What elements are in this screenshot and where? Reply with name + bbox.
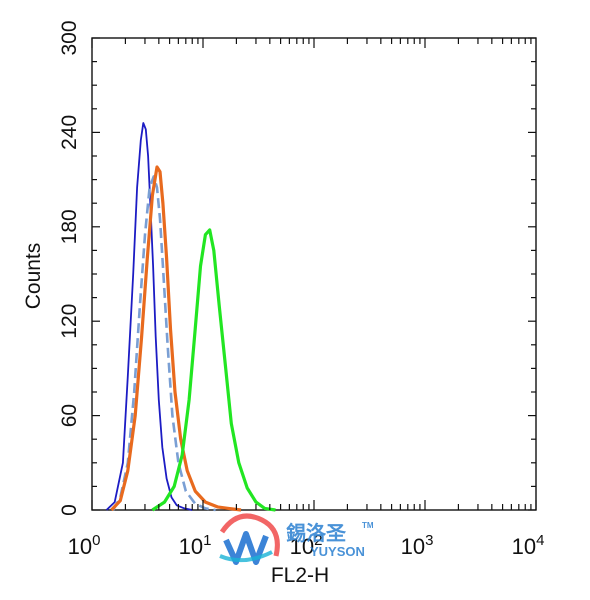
watermark-tm: TM (362, 521, 374, 530)
y-tick-label: 300 (58, 20, 81, 55)
series-line-3 (110, 165, 242, 512)
y-tick-label: 180 (58, 209, 81, 244)
y-tick-label: 60 (58, 404, 81, 427)
plot-frame (91, 37, 537, 511)
watermark-en-text: YUYSON (310, 544, 365, 559)
x-axis-title: FL2-H (271, 564, 329, 587)
x-tick-label: 104 (512, 532, 545, 559)
y-tick-label: 0 (58, 504, 81, 516)
y-tick-label: 120 (58, 304, 81, 339)
x-tick-label: 102 (290, 532, 323, 559)
y-axis-title: Counts (22, 243, 45, 310)
x-tick-label: 101 (179, 532, 212, 559)
series-line-2 (111, 175, 216, 512)
watermark-mark-icon (219, 513, 280, 565)
watermark-cn-text: 錫洛圣 (286, 521, 347, 545)
series-line-4 (151, 228, 276, 512)
watermark-logo: 錫洛圣 TM YUYSON (219, 513, 374, 565)
series-line-1 (105, 122, 193, 511)
x-tick-label: 103 (401, 532, 434, 559)
y-tick-label: 240 (58, 115, 81, 150)
x-tick-label: 100 (68, 532, 101, 559)
